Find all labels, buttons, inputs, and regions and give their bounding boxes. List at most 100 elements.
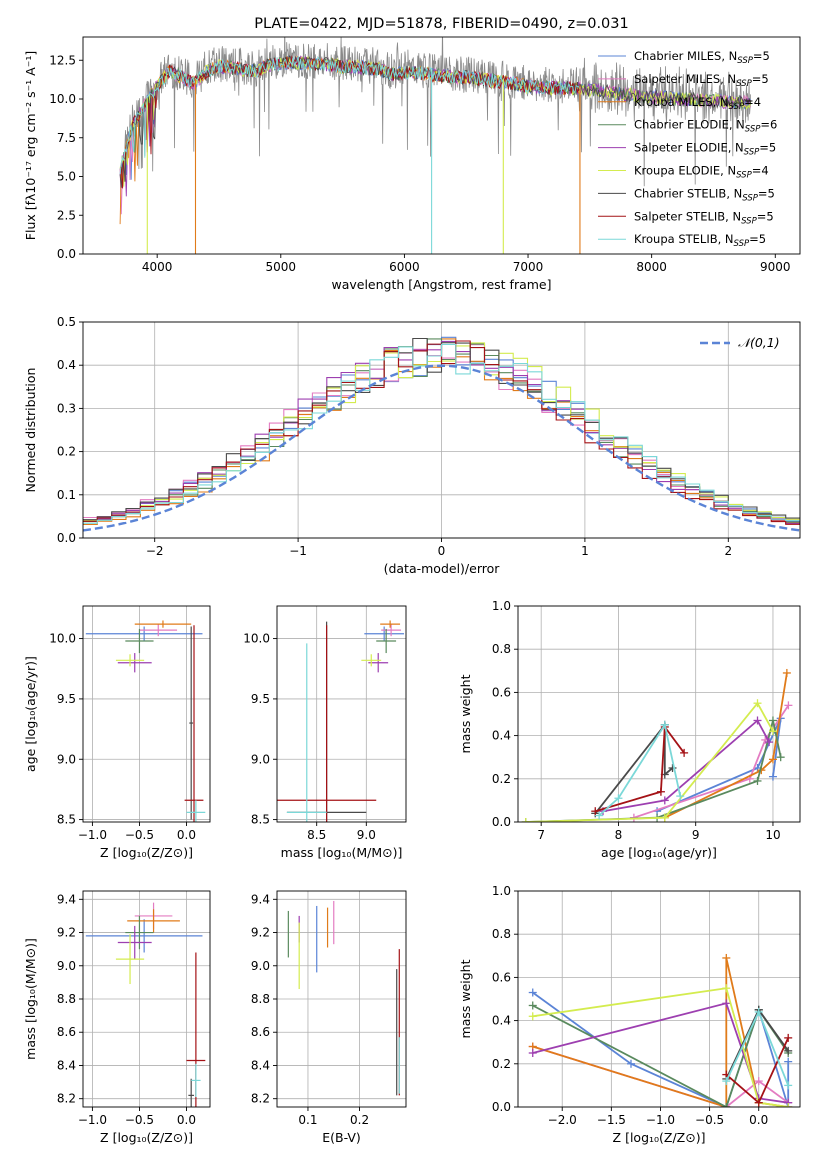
y-tick-label: 8.5 (251, 813, 270, 827)
y-tick-label: 0.2 (57, 445, 76, 459)
y-axis-label: mass [log₁₀(M/M⊙)] (23, 938, 38, 1060)
x-tick-label: 0.0 (177, 1113, 196, 1127)
x-tick-label: 9 (692, 828, 700, 842)
legend-label: Kroupa MILES, NSSP=4 (634, 95, 761, 112)
y-tick-label: 0.5 (57, 315, 76, 329)
mass_weight_vs_metallicity-panel: −2.0 −1.5 −1.0 −0.5 0.0 0.0 0.2 0.4 0.6 0.8 1.0 Z [… (458, 884, 801, 1145)
legend: Chabrier MILES, NSSP=5 Salpeter MILES, NS… (598, 49, 777, 249)
legend-label: Salpeter ELODIE, NSSP=5 (634, 141, 776, 158)
y-tick-label: 9.5 (251, 692, 270, 706)
y-tick-label: 10.0 (49, 92, 76, 106)
axes-frame (517, 605, 801, 823)
y-tick-label: 0.4 (492, 1014, 511, 1028)
legend-label: Chabrier MILES, NSSP=5 (634, 49, 770, 66)
weight-line (594, 722, 674, 814)
x-tick-label: 1 (581, 544, 589, 558)
y-tick-label: 8.8 (251, 992, 270, 1006)
x-tick-label: 0.0 (177, 828, 196, 842)
y-tick-label: 9.4 (57, 892, 76, 906)
y-tick-label: 0.0 (492, 815, 511, 829)
mass_vs_extinction-panel: 0.1 0.2 8.2 8.4 8.6 8.8 9.0 9.2 9.4 E(B-V) (251, 890, 407, 1145)
x-tick-label: 0.2 (350, 1113, 369, 1127)
error-bars (277, 620, 405, 822)
x-axis-label: Z [log₁₀(Z/Z⊙)] (613, 1130, 706, 1145)
x-tick-label: −1.0 (78, 828, 107, 842)
x-tick-label: 8 (615, 828, 623, 842)
x-tick-label: −0.5 (125, 1113, 154, 1127)
legend-label: 𝒩(0,1) (738, 335, 780, 350)
model-spectrum (119, 55, 752, 187)
histograms (83, 336, 800, 532)
y-tick-label: 10.0 (243, 632, 270, 646)
y-tick-label: 0.6 (492, 685, 511, 699)
x-tick-label: 0.1 (298, 1113, 317, 1127)
y-axis-label: mass weight (458, 674, 473, 753)
weight-line (532, 1002, 789, 1104)
x-tick-label: 0.0 (749, 1113, 768, 1127)
mass_vs_metallicity-panel: −1.0 −0.5 0.0 8.2 8.4 8.6 8.8 9.0 9.2 9.4 Z [log₁₀… (23, 890, 211, 1145)
x-tick-label: 2 (724, 544, 732, 558)
x-tick-label: 8000 (636, 260, 667, 274)
x-tick-label: 10 (765, 828, 780, 842)
x-tick-label: −0.5 (695, 1113, 724, 1127)
x-tick-label: 7000 (513, 260, 544, 274)
y-tick-label: 0.8 (492, 927, 511, 941)
mass_weight_vs_age-panel: 7 8 9 10 0.0 0.2 0.4 0.6 0.8 1.0 age [log₁₀(age/yr… (458, 599, 801, 860)
x-tick-label: −2.0 (548, 1113, 577, 1127)
y-tick-label: 0.8 (492, 642, 511, 656)
x-tick-label: 9.0 (357, 828, 376, 842)
y-tick-label: 0.2 (492, 772, 511, 786)
weight-line (664, 672, 788, 819)
y-tick-label: 8.2 (57, 1092, 76, 1106)
y-tick-label: 8.8 (57, 992, 76, 1006)
x-axis-label: mass [log₁₀(M/M⊙)] (281, 845, 403, 860)
y-tick-label: 12.5 (49, 53, 76, 67)
model-spectrum (120, 55, 581, 189)
histogram-series (83, 340, 800, 524)
y-tick-label: 8.6 (57, 1025, 76, 1039)
y-tick-label: 0.2 (492, 1057, 511, 1071)
y-tick-label: 5.0 (57, 170, 76, 184)
spectrum-lines (119, 37, 752, 254)
y-tick-label: 9.0 (251, 959, 270, 973)
y-tick-label: 0.4 (57, 358, 76, 372)
x-axis-label: (data-model)/error (384, 561, 501, 576)
x-tick-label: 6000 (389, 260, 420, 274)
y-axis-label: age [log₁₀(age/yr)] (23, 656, 38, 772)
y-tick-label: 9.5 (57, 692, 76, 706)
x-axis-label: Z [log₁₀(Z/Z⊙)] (100, 1130, 193, 1145)
x-tick-label: −2 (146, 544, 164, 558)
y-axis-label: Normed distribution (23, 368, 38, 493)
x-tick-label: 7 (537, 828, 545, 842)
spectrum-panel: PLATE=0422, MJD=51878, FIBERID=0490, z=0… (23, 16, 801, 292)
histogram-series (83, 343, 800, 524)
x-tick-label: −1.5 (597, 1113, 626, 1127)
weight-line (595, 724, 685, 813)
y-axis-label: Flux [fλ10⁻¹⁷ erg cm⁻² s⁻¹ A⁻¹] (23, 51, 38, 240)
y-tick-label: 0.0 (492, 1100, 511, 1114)
x-tick-label: −1.0 (78, 1113, 107, 1127)
axes-frame (517, 890, 801, 1108)
y-tick-label: 9.2 (57, 926, 76, 940)
weight-series (528, 953, 793, 1107)
axes-frame (82, 605, 211, 823)
x-tick-label: 8.5 (307, 828, 326, 842)
weight-series (521, 668, 793, 822)
y-tick-label: 0.1 (57, 488, 76, 502)
x-tick-label: −0.5 (125, 828, 154, 842)
model-spectrum (119, 55, 752, 188)
legend: 𝒩(0,1) (700, 335, 780, 350)
weight-line (598, 722, 682, 817)
y-tick-label: 8.2 (251, 1092, 270, 1106)
y-tick-label: 1.0 (492, 884, 511, 898)
age_vs_mass-panel: 8.5 9.0 8.5 9.0 9.5 10.0 mass [log₁₀(M/M⊙)] (243, 605, 407, 860)
error-bars (85, 620, 206, 822)
x-tick-label: 9000 (760, 260, 791, 274)
y-tick-label: 9.0 (251, 752, 270, 766)
y-tick-label: 9.0 (57, 959, 76, 973)
y-axis-label: mass weight (458, 959, 473, 1038)
weight-line (633, 704, 790, 819)
x-axis-label: age [log₁₀(age/yr)] (601, 845, 717, 860)
y-tick-label: 0.0 (57, 531, 76, 545)
